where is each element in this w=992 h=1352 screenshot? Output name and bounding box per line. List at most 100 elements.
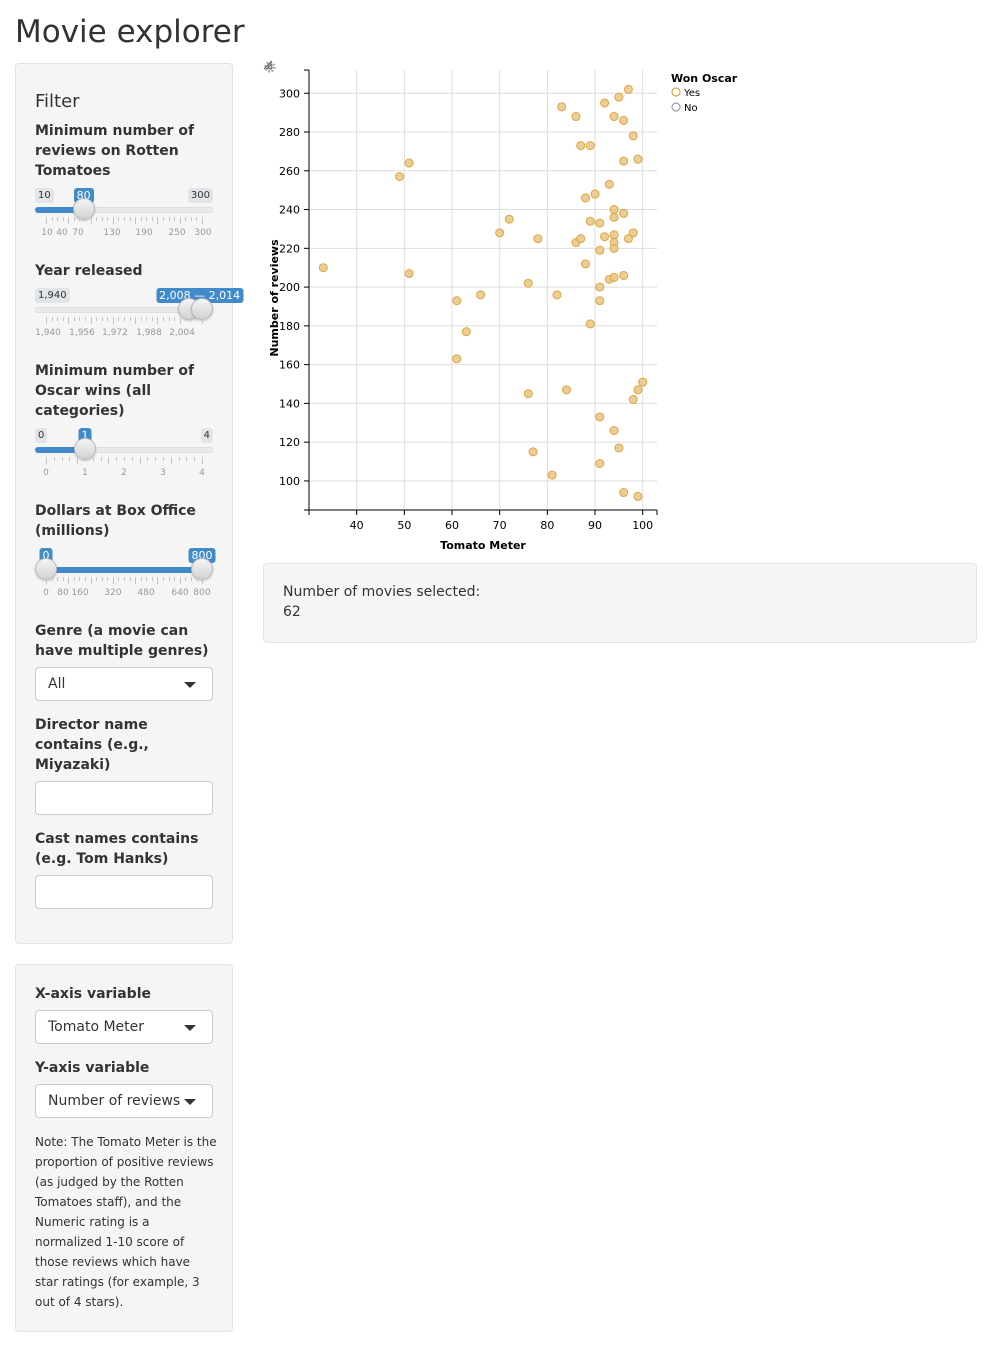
data-point [504, 214, 514, 224]
scatter-plot-svg: 40 50 60 70 80 90 100 100 120 140 160 180 200 220 240… [268, 69, 738, 552]
slider-tick-mark [202, 217, 203, 224]
slider-tick-mark [202, 577, 203, 584]
slider-tick-mark [190, 217, 192, 221]
slider-tick-mark [163, 577, 164, 581]
data-point [528, 447, 538, 457]
slider-tick-mark [124, 457, 125, 461]
oscars-tick: 0 [43, 468, 49, 478]
data-point [395, 172, 405, 182]
slider-tick-mark [107, 577, 109, 581]
slider-tick-mark [185, 317, 187, 321]
slider-tick-mark [46, 217, 47, 224]
reviews-handle[interactable] [72, 198, 95, 220]
chevron-down-icon [184, 682, 196, 688]
scatter-plot: 40 50 60 70 80 90 100 100 120 140 160 180 200 220 240… [263, 60, 763, 560]
slider-tick-mark [68, 577, 70, 584]
slider-tick-mark [131, 457, 133, 461]
y-tick-label: 140 [279, 397, 300, 410]
boxoffice-scale [35, 577, 213, 587]
reviews-slider[interactable]: 10 300 80 10 40 70 130 190 250 300 [35, 188, 213, 250]
slider-tick-mark [118, 217, 120, 221]
y-axis-variable-label: Y-axis variable [35, 1060, 150, 1076]
x-axis-ticks: 40 50 60 70 80 90 100 [308, 510, 658, 532]
legend-title: Won Oscar [671, 72, 738, 85]
slider-tick-mark [185, 217, 187, 221]
oscars-slider[interactable]: 0 4 1 0 1 2 3 4 [35, 428, 213, 490]
oscars-label: Minimum number of Oscar wins (all catego… [35, 363, 195, 419]
slider-tick-mark [179, 317, 181, 324]
reviews-tick: 10 [41, 228, 53, 238]
slider-tick-mark [100, 457, 102, 461]
slider-tick-mark [139, 457, 141, 464]
slider-tick-mark [69, 457, 71, 461]
data-point [633, 154, 643, 164]
slider-tick-mark [108, 457, 110, 464]
data-point [318, 263, 328, 273]
x-axis-select[interactable]: Tomato Meter [35, 1010, 213, 1044]
reviews-tick: 40 [56, 228, 68, 238]
cast-input[interactable] [35, 875, 213, 909]
legend-swatch-no [671, 102, 681, 112]
genre-select[interactable]: All [35, 667, 213, 701]
reviews-tick: 130 [103, 228, 121, 238]
y-tick-label: 280 [279, 126, 300, 139]
boxoffice-tick: 640 [171, 588, 189, 598]
axis-note: Note: The Tomato Meter is the proportion… [35, 1135, 217, 1309]
data-point [576, 141, 586, 151]
year-scale [35, 317, 213, 327]
slider-tick-mark [135, 317, 137, 324]
y-tick-label: 100 [279, 475, 300, 488]
slider-tick-mark [51, 317, 53, 321]
data-point [552, 290, 562, 300]
reviews-max-label: 300 [187, 188, 213, 203]
slider-tick-mark [168, 577, 170, 581]
slider-tick-mark [168, 317, 170, 321]
resize-handle-icon[interactable] [263, 60, 273, 70]
slider-tick-mark [73, 317, 75, 321]
oscars-tick: 4 [199, 468, 205, 478]
data-point [571, 112, 581, 122]
selection-summary: Number of movies selected: 62 [263, 563, 977, 643]
slider-tick-mark [140, 217, 142, 221]
chevron-down-icon [184, 1099, 196, 1105]
data-point [595, 245, 605, 255]
data-point [561, 385, 571, 395]
slider-tick-mark [196, 217, 198, 221]
slider-tick-mark [124, 577, 125, 581]
data-point [452, 296, 462, 306]
boxoffice-tick: 320 [104, 588, 122, 598]
slider-tick-mark [57, 317, 59, 321]
page-title: Movie explorer [15, 14, 245, 50]
filter-panel: Filter Minimum number of reviews on Rott… [15, 63, 244, 944]
data-point [595, 218, 605, 228]
slider-tick-mark [151, 577, 153, 581]
slider-tick-mark [96, 317, 98, 321]
boxoffice-slider[interactable]: 0 800 0 80 160 320 480 640 800 [35, 548, 216, 610]
slider-tick-mark [61, 457, 63, 461]
y-tick-label: 220 [279, 242, 300, 255]
oscars-tick: 2 [121, 468, 127, 478]
y-tick-label: 260 [279, 165, 300, 178]
reviews-tick: 70 [72, 228, 84, 238]
slider-tick-mark [170, 457, 172, 464]
slider-tick-mark [185, 577, 187, 581]
slider-tick-mark [62, 577, 64, 581]
slider-tick-mark [101, 317, 103, 321]
slider-tick-mark [118, 577, 120, 581]
data-point [585, 216, 595, 226]
y-axis-select[interactable]: Number of reviews [35, 1084, 213, 1118]
slider-tick-mark [73, 577, 75, 581]
data-point [609, 243, 619, 253]
x-tick-label: 60 [445, 519, 459, 532]
year-tick: 1,972 [102, 328, 128, 338]
data-point [595, 296, 605, 306]
data-point [580, 193, 590, 203]
slider-tick-mark [168, 217, 170, 221]
year-slider[interactable]: 1,940 2,008 — 2,014 1,940 1,956 1,972 1,… [35, 288, 244, 350]
data-point [609, 272, 619, 282]
slider-tick-mark [79, 317, 81, 321]
year-min-label: 1,940 [35, 288, 70, 303]
director-input[interactable] [35, 781, 213, 815]
oscars-max-label: 4 [200, 428, 213, 443]
slider-tick-mark [190, 317, 192, 321]
